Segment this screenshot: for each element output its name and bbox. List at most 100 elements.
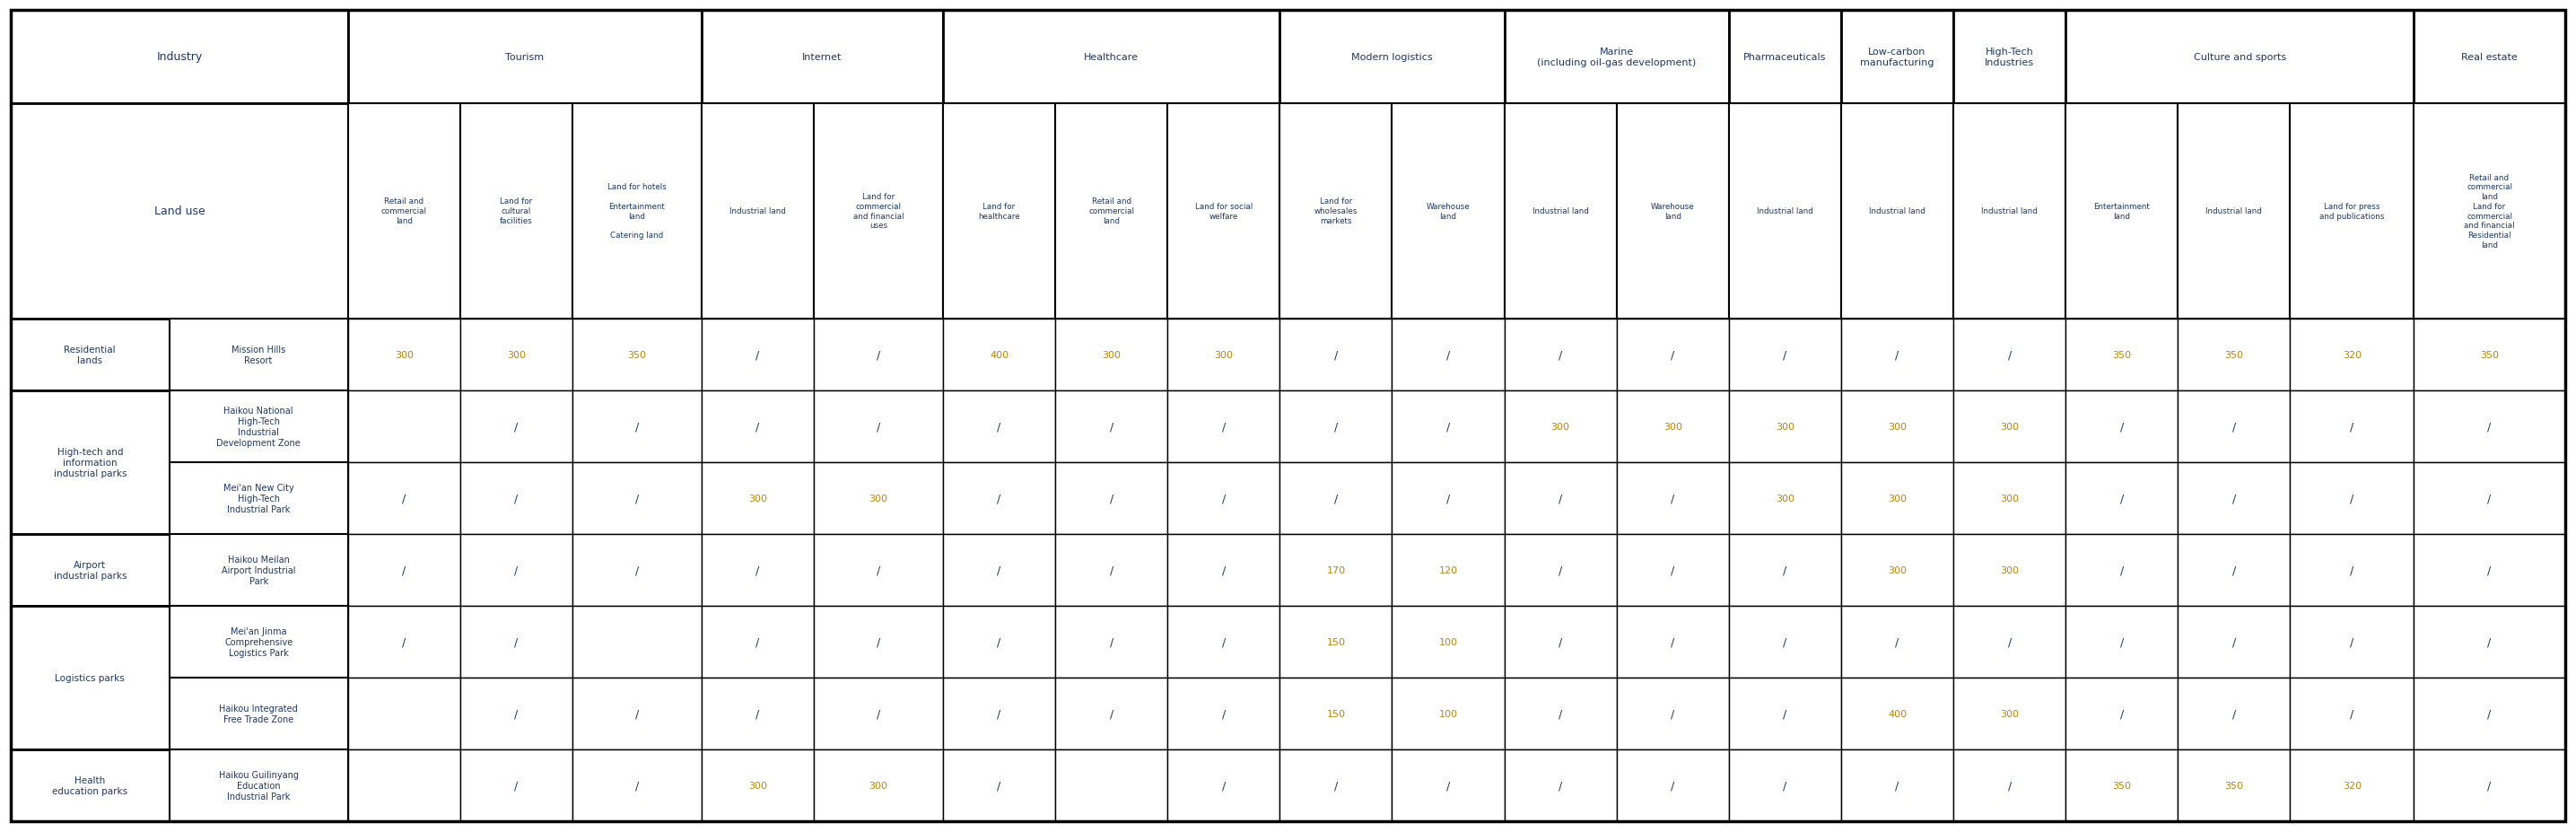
Text: /: / — [2233, 493, 2236, 504]
Bar — [1504, 606, 1618, 678]
Bar — [461, 750, 572, 821]
Bar — [2414, 463, 2566, 534]
Text: /: / — [402, 493, 407, 504]
Text: 300: 300 — [1775, 422, 1795, 431]
Bar — [1280, 750, 1391, 821]
Bar — [2177, 390, 2290, 463]
Bar — [2066, 678, 2177, 750]
Text: Warehouse
land: Warehouse land — [1427, 202, 1471, 220]
Bar — [461, 606, 572, 678]
Text: /: / — [515, 564, 518, 576]
Bar — [10, 11, 348, 104]
Text: /: / — [402, 636, 407, 647]
Text: /: / — [636, 780, 639, 791]
Text: Land for social
welfare: Land for social welfare — [1195, 202, 1252, 220]
Bar — [1280, 390, 1391, 463]
Bar — [1504, 104, 1618, 319]
Bar — [170, 606, 348, 678]
Text: /: / — [2233, 421, 2236, 433]
Text: /: / — [1445, 421, 1450, 433]
Text: Land for
healthcare: Land for healthcare — [979, 202, 1020, 220]
Bar — [1056, 463, 1167, 534]
Bar — [1842, 534, 1953, 606]
Text: /: / — [1558, 708, 1564, 720]
Bar — [348, 390, 461, 463]
Text: /: / — [2349, 564, 2354, 576]
Text: /: / — [997, 708, 1002, 720]
Bar — [1842, 390, 1953, 463]
Text: Mei'an New City
High-Tech
Industrial Park: Mei'an New City High-Tech Industrial Par… — [224, 483, 294, 513]
Bar — [1504, 534, 1618, 606]
Text: /: / — [1672, 493, 1674, 504]
Text: /: / — [1896, 349, 1899, 360]
Text: Retail and
commercial
land: Retail and commercial land — [381, 198, 428, 225]
Bar — [10, 606, 170, 750]
Bar — [10, 534, 170, 606]
Bar — [1728, 678, 1842, 750]
Bar — [1167, 534, 1280, 606]
Text: Haikou Meilan
Airport Industrial
Park: Haikou Meilan Airport Industrial Park — [222, 555, 296, 585]
Bar — [701, 104, 814, 319]
Bar — [2066, 606, 2177, 678]
Bar — [1618, 534, 1728, 606]
Bar — [1953, 750, 2066, 821]
Bar — [701, 390, 814, 463]
Text: Haikou Guilinyang
Education
Industrial Park: Haikou Guilinyang Education Industrial P… — [219, 770, 299, 800]
Bar — [461, 319, 572, 390]
Text: /: / — [1445, 780, 1450, 791]
Bar — [1842, 104, 1953, 319]
Bar — [461, 104, 572, 319]
Text: Healthcare: Healthcare — [1084, 53, 1139, 62]
Text: /: / — [2349, 493, 2354, 504]
Bar — [1056, 104, 1167, 319]
Text: 350: 350 — [2226, 350, 2244, 359]
Bar — [1618, 678, 1728, 750]
Bar — [1167, 319, 1280, 390]
Text: /: / — [636, 564, 639, 576]
Bar — [1391, 606, 1504, 678]
Text: 350: 350 — [629, 350, 647, 359]
Text: Land for press
and publications: Land for press and publications — [2318, 202, 2385, 220]
Bar — [814, 750, 943, 821]
Bar — [1728, 104, 1842, 319]
Bar — [1842, 11, 1953, 104]
Bar — [2290, 750, 2414, 821]
Text: 300: 300 — [1888, 566, 1906, 574]
Text: /: / — [1221, 493, 1226, 504]
Text: 400: 400 — [1888, 709, 1906, 718]
Bar — [10, 390, 170, 534]
Text: Haikou National
High-Tech
Industrial
Development Zone: Haikou National High-Tech Industrial Dev… — [216, 406, 301, 447]
Text: Entertainment
land: Entertainment land — [2094, 202, 2151, 220]
Text: Haikou Integrated
Free Trade Zone: Haikou Integrated Free Trade Zone — [219, 704, 299, 724]
Bar — [1953, 534, 2066, 606]
Text: /: / — [2349, 421, 2354, 433]
Text: Industrial land: Industrial land — [1981, 207, 2038, 215]
Text: /: / — [2349, 636, 2354, 647]
Bar — [2290, 463, 2414, 534]
Text: /: / — [2488, 421, 2491, 433]
Bar — [1504, 678, 1618, 750]
Text: 150: 150 — [1327, 709, 1345, 718]
Bar — [2290, 606, 2414, 678]
Bar — [1391, 104, 1504, 319]
Bar — [2290, 534, 2414, 606]
Bar — [2177, 750, 2290, 821]
Text: /: / — [1110, 421, 1113, 433]
Bar — [701, 11, 943, 104]
Bar — [1842, 678, 1953, 750]
Text: 350: 350 — [2112, 781, 2130, 790]
Text: /: / — [2488, 636, 2491, 647]
Bar — [461, 390, 572, 463]
Bar — [572, 534, 701, 606]
Bar — [2066, 104, 2177, 319]
Text: /: / — [1334, 421, 1337, 433]
Text: /: / — [1896, 780, 1899, 791]
Text: /: / — [1672, 636, 1674, 647]
Bar — [348, 104, 461, 319]
Bar — [1618, 606, 1728, 678]
Text: /: / — [1558, 564, 1564, 576]
Bar — [1167, 750, 1280, 821]
Text: /: / — [1783, 349, 1788, 360]
Bar — [1953, 319, 2066, 390]
Text: /: / — [2488, 493, 2491, 504]
